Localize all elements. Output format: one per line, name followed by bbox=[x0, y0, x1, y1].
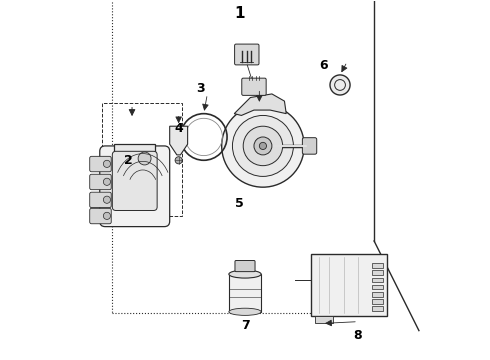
FancyBboxPatch shape bbox=[90, 156, 111, 172]
Bar bbox=[372, 270, 383, 275]
FancyBboxPatch shape bbox=[242, 78, 266, 95]
Circle shape bbox=[103, 212, 111, 220]
Text: 1: 1 bbox=[234, 6, 245, 21]
FancyBboxPatch shape bbox=[90, 208, 111, 224]
Bar bbox=[372, 285, 383, 289]
Bar bbox=[311, 253, 387, 316]
Text: 8: 8 bbox=[354, 329, 362, 342]
FancyBboxPatch shape bbox=[90, 174, 111, 190]
Bar bbox=[114, 144, 155, 153]
Circle shape bbox=[103, 160, 111, 167]
Bar bbox=[372, 278, 383, 282]
Text: 3: 3 bbox=[196, 82, 204, 95]
Ellipse shape bbox=[229, 270, 261, 278]
Ellipse shape bbox=[229, 308, 261, 315]
FancyBboxPatch shape bbox=[235, 44, 259, 65]
Bar bbox=[372, 292, 383, 297]
Bar bbox=[372, 263, 383, 268]
Text: 2: 2 bbox=[124, 154, 133, 167]
Circle shape bbox=[232, 116, 294, 176]
Text: 6: 6 bbox=[319, 59, 328, 72]
Text: 7: 7 bbox=[241, 319, 249, 332]
FancyBboxPatch shape bbox=[235, 261, 255, 272]
Text: 4: 4 bbox=[174, 122, 183, 135]
Circle shape bbox=[221, 105, 304, 187]
Bar bbox=[101, 103, 182, 216]
Circle shape bbox=[175, 157, 182, 164]
Bar bbox=[372, 306, 383, 311]
Circle shape bbox=[103, 196, 111, 203]
FancyBboxPatch shape bbox=[302, 138, 317, 154]
Bar bbox=[229, 274, 261, 312]
Circle shape bbox=[259, 142, 267, 149]
Text: 5: 5 bbox=[235, 197, 244, 210]
FancyBboxPatch shape bbox=[112, 151, 157, 211]
Bar bbox=[315, 316, 333, 323]
Circle shape bbox=[330, 75, 350, 95]
Bar bbox=[372, 299, 383, 304]
FancyBboxPatch shape bbox=[90, 192, 111, 208]
FancyBboxPatch shape bbox=[100, 146, 170, 226]
Circle shape bbox=[138, 152, 151, 165]
Polygon shape bbox=[170, 126, 188, 155]
Circle shape bbox=[254, 137, 272, 155]
Polygon shape bbox=[234, 94, 286, 116]
Circle shape bbox=[103, 178, 111, 185]
Circle shape bbox=[243, 126, 283, 166]
